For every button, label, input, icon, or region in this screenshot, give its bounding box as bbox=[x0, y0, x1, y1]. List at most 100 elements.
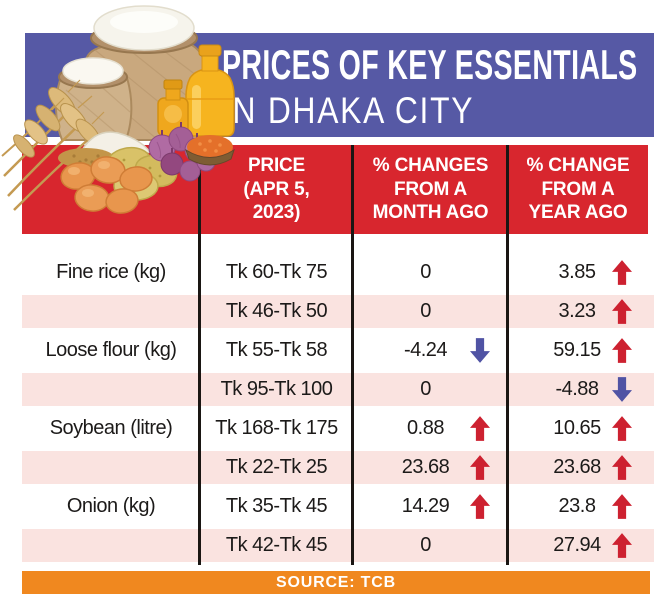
year-change-cell: 27.94 bbox=[508, 526, 654, 565]
month-change-cell: 23.68 bbox=[353, 448, 508, 487]
year-change-value: -4.88 bbox=[555, 378, 599, 400]
header-line: FROM A bbox=[393, 178, 468, 200]
item-cell: Loose flour (kg) bbox=[45, 339, 177, 361]
year-change-cell: 23.68 bbox=[508, 448, 654, 487]
arrow-icon bbox=[612, 533, 632, 558]
month-change-cell: 0 bbox=[353, 253, 508, 292]
year-change-arrow-icon bbox=[610, 416, 634, 441]
table-row: Soybean (litre) Tk 168-Tk 175 0.88 10.65 bbox=[22, 409, 654, 448]
header-line: (APR 5, bbox=[243, 178, 310, 200]
table-row: Tk 95-Tk 100 0 -4.88 bbox=[22, 370, 654, 409]
month-change-value: 0 bbox=[420, 261, 431, 283]
month-change-value: 14.29 bbox=[401, 495, 450, 517]
food-illustration bbox=[1, 5, 235, 214]
year-change-arrow-icon bbox=[610, 260, 634, 285]
header-line: FROM A bbox=[541, 178, 615, 200]
lentils-bowl-icon bbox=[185, 135, 235, 166]
month-change-arrow-icon bbox=[468, 338, 492, 363]
price-cell: Tk 35-Tk 45 bbox=[225, 495, 328, 517]
arrow-icon bbox=[470, 416, 490, 441]
year-change-arrow-icon bbox=[610, 299, 634, 324]
price-cell: Tk 46-Tk 50 bbox=[225, 300, 328, 322]
month-change-value: 0 bbox=[420, 534, 431, 556]
year-change-cell: 3.85 bbox=[508, 253, 654, 292]
year-change-value: 23.8 bbox=[558, 495, 596, 517]
month-change-cell: 0 bbox=[353, 526, 508, 565]
item-cell: Fine rice (kg) bbox=[56, 261, 166, 283]
header-line: MONTH AGO bbox=[372, 202, 489, 224]
arrow-icon bbox=[470, 338, 490, 363]
year-change-arrow-icon bbox=[610, 494, 634, 519]
year-change-cell: 23.8 bbox=[508, 487, 654, 526]
arrow-icon bbox=[612, 299, 632, 324]
arrow-icon bbox=[612, 260, 632, 285]
year-change-arrow-icon bbox=[610, 377, 634, 402]
price-cell: Tk 22-Tk 25 bbox=[225, 456, 328, 478]
header-price-column: PRICE (APR 5, 2023) bbox=[200, 145, 353, 234]
header-line: % CHANGE bbox=[526, 155, 630, 177]
table-row: Onion (kg) Tk 35-Tk 45 14.29 23.8 bbox=[22, 487, 654, 526]
table-body: Fine rice (kg) Tk 60-Tk 75 0 3.85 Tk 46-… bbox=[22, 253, 654, 565]
column-divider bbox=[198, 145, 201, 565]
year-change-arrow-icon bbox=[610, 533, 634, 558]
price-cell: Tk 60-Tk 75 bbox=[225, 261, 328, 283]
arrow-icon bbox=[612, 338, 632, 363]
table-row: Fine rice (kg) Tk 60-Tk 75 0 3.85 bbox=[22, 253, 654, 292]
year-change-value: 27.94 bbox=[553, 534, 601, 556]
arrow-icon bbox=[612, 455, 632, 480]
month-change-cell: 0 bbox=[353, 370, 508, 409]
month-change-arrow-icon bbox=[468, 494, 492, 519]
item-cell bbox=[22, 526, 200, 565]
header-line: % CHANGES bbox=[372, 155, 489, 177]
header-line: YEAR AGO bbox=[528, 202, 628, 224]
item-cell bbox=[22, 448, 200, 487]
table-row: Tk 22-Tk 25 23.68 23.68 bbox=[22, 448, 654, 487]
table-row: Tk 42-Tk 45 0 27.94 bbox=[22, 526, 654, 565]
month-change-value: -4.24 bbox=[403, 339, 448, 361]
arrow-icon bbox=[470, 494, 490, 519]
month-change-value: 0 bbox=[420, 300, 431, 322]
year-change-value: 23.68 bbox=[553, 456, 601, 478]
year-change-cell: 3.23 bbox=[508, 292, 654, 331]
page-subtitle: IN DHAKA CITY bbox=[222, 90, 475, 131]
price-cell: Tk 168-Tk 175 bbox=[215, 417, 338, 439]
year-change-value: 3.23 bbox=[558, 300, 596, 322]
item-cell: Soybean (litre) bbox=[49, 417, 173, 439]
month-change-cell: 14.29 bbox=[353, 487, 508, 526]
month-change-cell: 0 bbox=[353, 292, 508, 331]
price-cell: Tk 95-Tk 100 bbox=[220, 378, 333, 400]
arrow-icon bbox=[470, 455, 490, 480]
month-change-arrow-icon bbox=[468, 377, 492, 402]
month-change-value: 0.88 bbox=[407, 417, 444, 439]
header-line: PRICE bbox=[247, 155, 306, 177]
month-change-arrow-icon bbox=[468, 260, 492, 285]
header-month-change-column: % CHANGES FROM A MONTH AGO bbox=[353, 145, 508, 234]
month-change-arrow-icon bbox=[468, 416, 492, 441]
month-change-cell: 0.88 bbox=[353, 409, 508, 448]
month-change-value: 0 bbox=[420, 378, 431, 400]
price-cell: Tk 55-Tk 58 bbox=[225, 339, 328, 361]
year-change-cell: 10.65 bbox=[508, 409, 654, 448]
price-cell: Tk 42-Tk 45 bbox=[225, 534, 328, 556]
column-divider bbox=[506, 145, 509, 565]
month-change-value: 23.68 bbox=[401, 456, 450, 478]
arrow-icon bbox=[612, 416, 632, 441]
year-change-cell: 59.15 bbox=[508, 331, 654, 370]
page-title: PRICES OF KEY ESSENTIALS bbox=[222, 41, 638, 88]
arrow-icon bbox=[612, 494, 632, 519]
year-change-value: 10.65 bbox=[553, 417, 601, 439]
month-change-arrow-icon bbox=[468, 533, 492, 558]
month-change-arrow-icon bbox=[468, 455, 492, 480]
month-change-arrow-icon bbox=[468, 299, 492, 324]
item-cell bbox=[22, 370, 200, 409]
item-cell: Onion (kg) bbox=[66, 495, 156, 517]
year-change-arrow-icon bbox=[610, 455, 634, 480]
header-line: 2023) bbox=[252, 202, 301, 224]
arrow-icon bbox=[612, 377, 632, 402]
header-year-change-column: % CHANGE FROM A YEAR AGO bbox=[508, 145, 648, 234]
year-change-value: 59.15 bbox=[553, 339, 601, 361]
year-change-value: 3.85 bbox=[558, 261, 596, 283]
month-change-cell: -4.24 bbox=[353, 331, 508, 370]
year-change-cell: -4.88 bbox=[508, 370, 654, 409]
